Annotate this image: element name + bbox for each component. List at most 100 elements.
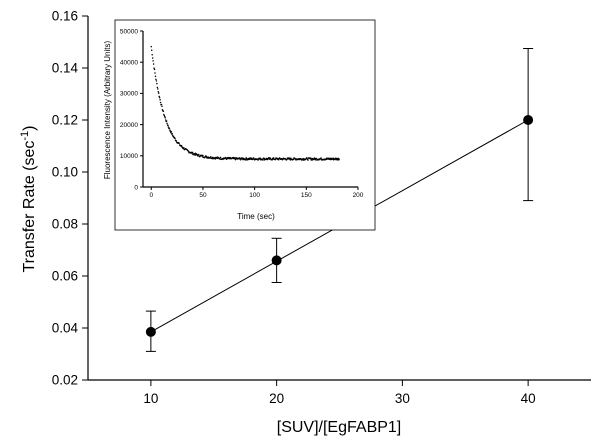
main-y-tick-label: 0.12 bbox=[52, 113, 78, 128]
main-x-tick-label: 20 bbox=[269, 391, 284, 406]
inset-y-tick-label: 50000 bbox=[120, 28, 138, 35]
main-y-tick-label: 0.04 bbox=[52, 321, 79, 336]
inset-trace-point bbox=[167, 124, 169, 127]
inset-trace-point bbox=[158, 95, 160, 98]
inset-trace-point bbox=[156, 82, 158, 85]
inset-y-tick-label: 10000 bbox=[120, 153, 138, 160]
main-y-tick-label: 0.14 bbox=[52, 61, 79, 76]
inset-trace-point bbox=[171, 134, 174, 136]
inset-trace-point bbox=[153, 68, 156, 71]
main-y-axis-label: Transfer Rate (sec-1) bbox=[19, 126, 38, 273]
inset-trace-point bbox=[191, 152, 193, 155]
main-x-tick-label: 40 bbox=[521, 391, 536, 406]
inset-trace-point bbox=[205, 155, 207, 157]
inset-y-axis-label: Fluorescence Intensity (Arbitrary Units) bbox=[103, 41, 112, 180]
inset-trace-point bbox=[164, 115, 166, 118]
inset-trace-point bbox=[334, 158, 336, 161]
inset-x-tick-label: 200 bbox=[353, 192, 364, 199]
inset-trace-point bbox=[156, 86, 159, 89]
inset-trace-point bbox=[174, 137, 176, 140]
inset-trace-point bbox=[164, 119, 167, 121]
main-plot: 0.02 0.04 0.06 0.08 0.10 0.12 0.14 0.16 10 20 30 40 bbox=[52, 9, 591, 406]
inset-trace-point bbox=[191, 151, 194, 154]
inset-trace-point bbox=[151, 54, 153, 56]
inset-trace-point bbox=[157, 91, 159, 93]
inset-trace-point bbox=[210, 156, 212, 158]
inset-trace-point bbox=[234, 158, 237, 161]
inset-trace-point bbox=[175, 140, 178, 142]
inset-trace-point bbox=[277, 158, 280, 161]
main-y-axis-label-text: Transfer Rate (sec bbox=[21, 141, 38, 273]
data-point bbox=[523, 115, 534, 125]
inset-trace-point bbox=[303, 157, 305, 160]
inset-trace-point bbox=[152, 60, 154, 62]
inset-x-tick-label: 0 bbox=[149, 192, 153, 199]
inset-trace-point bbox=[178, 142, 180, 144]
inset-y-tick-label: 0 bbox=[134, 184, 138, 191]
inset-trace-point bbox=[290, 157, 292, 159]
inset-trace-point bbox=[180, 144, 183, 147]
inset-trace-point bbox=[314, 158, 317, 161]
inset-trace-point bbox=[153, 67, 155, 69]
inset-trace-point bbox=[225, 158, 228, 161]
inset-trace-point bbox=[259, 157, 261, 159]
inset-trace-point bbox=[219, 156, 222, 159]
inset-trace-point bbox=[268, 158, 271, 160]
inset-trace-point bbox=[151, 57, 154, 59]
inset-trace-point bbox=[157, 88, 159, 90]
main-x-axis-label: [SUV]/[EgFABP1] bbox=[277, 419, 402, 436]
inset-trace-point bbox=[172, 135, 175, 138]
inset-trace-point bbox=[162, 110, 165, 112]
inset-trace-point bbox=[150, 45, 153, 48]
inset-frame bbox=[114, 19, 376, 231]
inset-trace-point bbox=[161, 105, 163, 107]
main-y-tick-label: 0.02 bbox=[52, 373, 78, 388]
inset-x-tick-label: 50 bbox=[199, 192, 207, 199]
main-y-tick-label: 0.16 bbox=[52, 9, 78, 24]
data-point bbox=[145, 326, 156, 337]
inset-trace-point bbox=[320, 157, 322, 159]
inset-trace-point bbox=[163, 114, 166, 117]
inset-trace-point bbox=[157, 92, 160, 94]
main-y-axis-label-close: ) bbox=[21, 126, 38, 131]
main-y-axis-label-superscript: -1 bbox=[19, 131, 31, 141]
inset-trace-point bbox=[244, 159, 247, 161]
inset-trace-point bbox=[158, 96, 161, 99]
inset-trace-point bbox=[166, 122, 168, 125]
inset-trace-point bbox=[154, 72, 156, 74]
inset-trace-point bbox=[202, 154, 204, 157]
main-x-tick-label: 10 bbox=[143, 391, 158, 406]
data-point bbox=[271, 255, 282, 266]
inset-trace-point bbox=[187, 150, 190, 152]
inset-trace-point bbox=[167, 126, 170, 128]
inset-trace-point bbox=[197, 153, 200, 156]
inset-trace-point bbox=[262, 158, 264, 161]
inset-trace-point bbox=[155, 78, 157, 80]
inset-x-tick-label: 150 bbox=[301, 192, 312, 199]
inset-x-axis-label: Time (sec) bbox=[237, 212, 275, 221]
inset-trace-point bbox=[310, 157, 312, 159]
inset-trace-point bbox=[164, 116, 166, 119]
main-y-tick-label: 0.10 bbox=[52, 165, 78, 180]
inset-trace-point bbox=[272, 157, 275, 159]
inset-trace-point bbox=[274, 158, 277, 161]
inset-trace-point bbox=[307, 159, 309, 161]
inset-trace-point bbox=[159, 101, 162, 104]
inset-x-tick-label: 100 bbox=[249, 192, 260, 199]
inset-trace-point bbox=[170, 130, 173, 133]
inset-y-tick-label: 40000 bbox=[120, 60, 138, 67]
inset-plot: 0 10000 20000 30000 40000 50000 0 50 100 150 200 T… bbox=[103, 19, 376, 231]
inset-trace-point bbox=[165, 120, 168, 122]
inset-trace-point bbox=[183, 147, 185, 149]
inset-trace-point bbox=[271, 158, 273, 161]
inset-trace-point bbox=[150, 49, 153, 51]
main-y-tick-label: 0.06 bbox=[52, 269, 78, 284]
inset-trace-point bbox=[197, 155, 199, 157]
inset-trace-point bbox=[250, 157, 253, 159]
main-y-tick-label: 0.08 bbox=[52, 217, 78, 232]
inset-plot-area: 0 10000 20000 30000 40000 50000 0 50 100 150 200 bbox=[120, 28, 364, 199]
inset-trace-point bbox=[154, 75, 157, 77]
inset-trace-point bbox=[306, 157, 308, 159]
inset-trace-point bbox=[168, 127, 171, 129]
